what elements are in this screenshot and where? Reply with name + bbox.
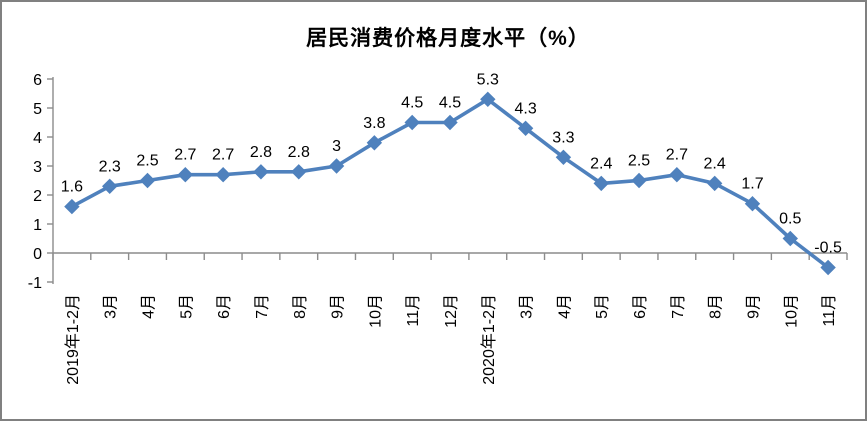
data-point-marker [782,230,798,247]
x-axis-label: 6月 [216,294,233,319]
x-axis-label: 8月 [708,294,725,319]
data-point-marker [669,166,685,183]
y-axis-tick-label: 5 [33,101,42,118]
data-point-marker [555,149,572,166]
y-axis-tick-label: 0 [33,246,42,263]
x-axis-label: 7月 [670,294,687,319]
x-axis-label: 3月 [103,294,120,319]
x-axis-label: 11月 [821,294,838,327]
data-label: 2.4 [704,155,726,172]
x-axis-label: 8月 [292,294,309,319]
data-point-marker [706,175,723,192]
y-axis-tick-label: 6 [33,72,42,89]
x-axis-label: 2019年1-2月 [64,294,82,385]
x-axis-label: 9月 [330,294,347,319]
data-point-marker [480,91,496,108]
data-point-marker [820,259,836,276]
data-point-marker [517,120,534,137]
data-point-marker [366,135,383,151]
y-axis-tick-label: 1 [33,217,42,234]
data-label: 0.5 [779,211,801,228]
data-label: 2.4 [590,155,612,172]
x-axis-label: 5月 [178,294,195,319]
data-point-marker [291,164,307,180]
x-axis-label: 6月 [632,294,649,319]
data-label: 1.7 [741,176,763,193]
chart-title: 居民消费价格月度水平（%） [306,27,590,50]
x-axis-label: 2020年1-2月 [480,294,498,385]
x-axis-label: 10月 [367,294,384,328]
data-label: 4.5 [401,95,423,112]
data-point-marker [328,158,345,174]
data-label: 4.3 [514,100,536,117]
data-label: 3 [332,138,341,155]
data-label: 2.8 [250,144,272,161]
x-axis-label: 10月 [783,294,800,328]
data-point-marker [102,178,118,195]
data-point-marker [215,166,231,183]
data-label: 2.3 [99,158,121,175]
data-point-marker [404,114,420,131]
y-axis-tick-label: 2 [33,188,42,205]
y-axis-tick-label: 4 [33,130,42,147]
y-axis-tick-label: 3 [33,159,42,176]
data-point-marker [593,175,609,192]
x-axis-label: 5月 [594,294,611,319]
data-label: 4.5 [439,95,461,112]
data-label: 2.7 [174,147,196,164]
data-label: 2.5 [628,153,650,170]
x-axis-label: 9月 [745,294,762,319]
data-label: 2.7 [212,147,234,164]
y-axis-tick-label: -1 [28,275,42,292]
data-point-marker [442,114,458,131]
data-point-marker [631,172,647,189]
data-point-marker [253,164,269,180]
data-point-marker [177,166,194,183]
data-label: 2.7 [666,147,688,164]
data-point-marker [744,195,761,212]
data-label: -0.5 [814,240,842,257]
data-point-marker [64,198,80,215]
data-label: 3.8 [363,115,385,132]
data-label: 3.3 [552,129,574,146]
data-label: 5.3 [477,71,499,88]
x-axis-label: 11月 [405,294,422,327]
data-label: 2.8 [288,144,310,161]
x-axis-label: 3月 [519,294,536,319]
data-label: 2.5 [136,153,158,170]
x-axis-label: 7月 [254,294,271,319]
x-axis-label: 12月 [443,294,460,328]
data-label: 1.6 [61,179,83,196]
x-axis-label: 4月 [556,294,573,319]
data-point-marker [139,172,156,189]
x-axis-label: 4月 [141,294,158,319]
